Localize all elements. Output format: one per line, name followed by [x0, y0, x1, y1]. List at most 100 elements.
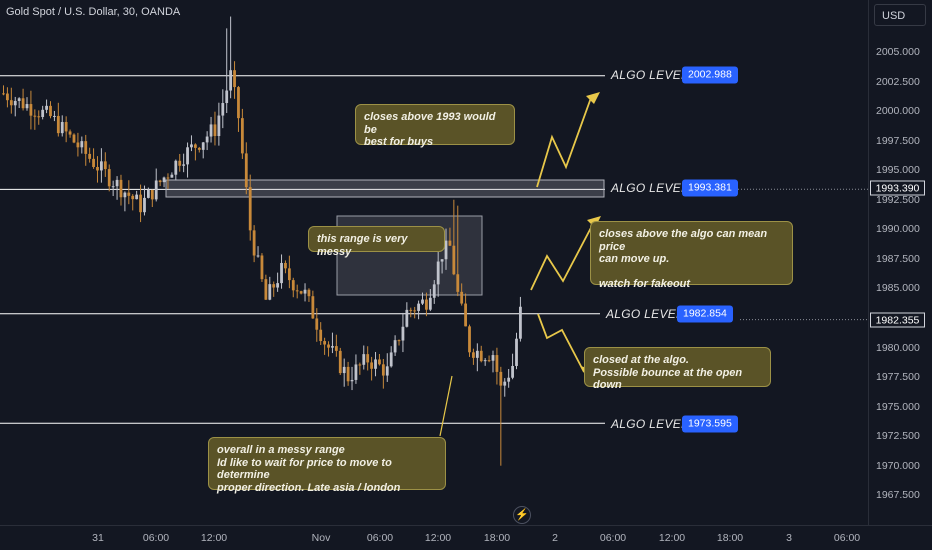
- candle-body[interactable]: [358, 364, 362, 366]
- candle-body[interactable]: [135, 194, 139, 200]
- note-algo-up[interactable]: closes above the algo can mean price can…: [590, 221, 793, 290]
- candle-body[interactable]: [444, 240, 448, 260]
- candle-body[interactable]: [123, 192, 127, 198]
- candle-body[interactable]: [6, 93, 9, 101]
- candle-body[interactable]: [378, 359, 381, 365]
- candle-body[interactable]: [342, 366, 346, 374]
- candle-body[interactable]: [13, 100, 17, 106]
- candle-body[interactable]: [111, 186, 115, 188]
- candle-body[interactable]: [107, 169, 111, 187]
- candle-body[interactable]: [193, 144, 197, 148]
- candle-body[interactable]: [346, 366, 350, 382]
- candle-body[interactable]: [103, 161, 107, 170]
- candle-body[interactable]: [64, 122, 68, 132]
- candle-body[interactable]: [307, 289, 311, 297]
- candle-body[interactable]: [440, 259, 444, 262]
- candle-body[interactable]: [362, 354, 366, 365]
- candle-body[interactable]: [248, 187, 252, 231]
- candle-body[interactable]: [452, 245, 456, 275]
- candle-body[interactable]: [393, 340, 397, 353]
- candle-body[interactable]: [221, 103, 225, 116]
- candle-body[interactable]: [487, 360, 491, 362]
- candle-body[interactable]: [334, 346, 338, 351]
- candle-body[interactable]: [303, 289, 307, 294]
- candle-body[interactable]: [146, 189, 150, 198]
- candle-body[interactable]: [401, 326, 405, 341]
- candle-body[interactable]: [119, 179, 123, 198]
- candle-body[interactable]: [315, 318, 319, 330]
- candle-body[interactable]: [9, 100, 13, 106]
- candle-body[interactable]: [425, 299, 428, 310]
- candle-body[interactable]: [479, 350, 483, 362]
- candle-body[interactable]: [41, 109, 45, 117]
- candle-body[interactable]: [491, 355, 495, 361]
- candle-body[interactable]: [33, 115, 37, 117]
- candle-body[interactable]: [448, 240, 452, 246]
- candle-body[interactable]: [217, 115, 221, 137]
- candle-body[interactable]: [84, 141, 88, 154]
- candle-body[interactable]: [53, 115, 56, 117]
- candle-body[interactable]: [37, 116, 41, 118]
- candle-body[interactable]: [237, 87, 240, 119]
- candle-body[interactable]: [319, 329, 323, 342]
- candle-body[interactable]: [209, 124, 213, 137]
- candle-body[interactable]: [338, 350, 342, 374]
- candle-body[interactable]: [166, 177, 170, 179]
- candle-body[interactable]: [197, 147, 201, 150]
- candle-body[interactable]: [21, 98, 25, 109]
- candle-body[interactable]: [381, 364, 385, 376]
- candle-body[interactable]: [503, 381, 507, 386]
- candle-body[interactable]: [409, 309, 413, 311]
- currency-button[interactable]: USD: [874, 4, 926, 26]
- candle-body[interactable]: [45, 105, 48, 110]
- candle-body[interactable]: [475, 350, 479, 358]
- candle-body[interactable]: [260, 255, 264, 280]
- note-buys[interactable]: closes above 1993 would be best for buys: [355, 104, 515, 148]
- candle-body[interactable]: [272, 284, 276, 288]
- candle-body[interactable]: [468, 326, 471, 353]
- candle-body[interactable]: [284, 262, 287, 269]
- candle-body[interactable]: [405, 309, 409, 327]
- range-box-1993[interactable]: [165, 179, 605, 198]
- candle-body[interactable]: [323, 341, 327, 345]
- candle-body[interactable]: [252, 230, 256, 256]
- candle-body[interactable]: [299, 291, 303, 294]
- candle-body[interactable]: [499, 371, 503, 386]
- candle-body[interactable]: [186, 147, 189, 165]
- candle-body[interactable]: [515, 338, 518, 366]
- candle-body[interactable]: [472, 352, 475, 358]
- candle-body[interactable]: [213, 124, 217, 137]
- candle-body[interactable]: [100, 161, 103, 171]
- candle-body[interactable]: [174, 160, 178, 175]
- candle-body[interactable]: [80, 141, 84, 148]
- candle-body[interactable]: [385, 366, 389, 376]
- candle-body[interactable]: [511, 365, 514, 378]
- candle-body[interactable]: [287, 268, 291, 281]
- candle-body[interactable]: [115, 179, 119, 187]
- candle-body[interactable]: [295, 290, 299, 292]
- candle-body[interactable]: [519, 306, 522, 339]
- candle-body[interactable]: [291, 280, 295, 291]
- candle-body[interactable]: [150, 189, 154, 200]
- price-chart[interactable]: [0, 0, 868, 525]
- candle-body[interactable]: [88, 153, 92, 159]
- candle-body[interactable]: [428, 297, 432, 310]
- candle-body[interactable]: [60, 122, 64, 134]
- candle-body[interactable]: [483, 360, 487, 362]
- note-messy-range[interactable]: this range is very messy: [308, 226, 445, 258]
- candle-body[interactable]: [68, 131, 72, 135]
- candle-body[interactable]: [240, 118, 244, 154]
- candle-body[interactable]: [76, 142, 80, 148]
- candle-body[interactable]: [154, 180, 158, 200]
- candle-body[interactable]: [17, 98, 21, 101]
- candle-body[interactable]: [331, 346, 334, 348]
- candle-body[interactable]: [374, 359, 377, 369]
- candle-body[interactable]: [127, 192, 131, 196]
- candle-body[interactable]: [456, 274, 460, 292]
- candle-body[interactable]: [244, 153, 248, 188]
- candle-body[interactable]: [205, 136, 209, 143]
- candle-body[interactable]: [350, 379, 354, 382]
- candle-body[interactable]: [495, 355, 499, 372]
- candle-body[interactable]: [233, 70, 236, 88]
- candle-body[interactable]: [366, 354, 370, 363]
